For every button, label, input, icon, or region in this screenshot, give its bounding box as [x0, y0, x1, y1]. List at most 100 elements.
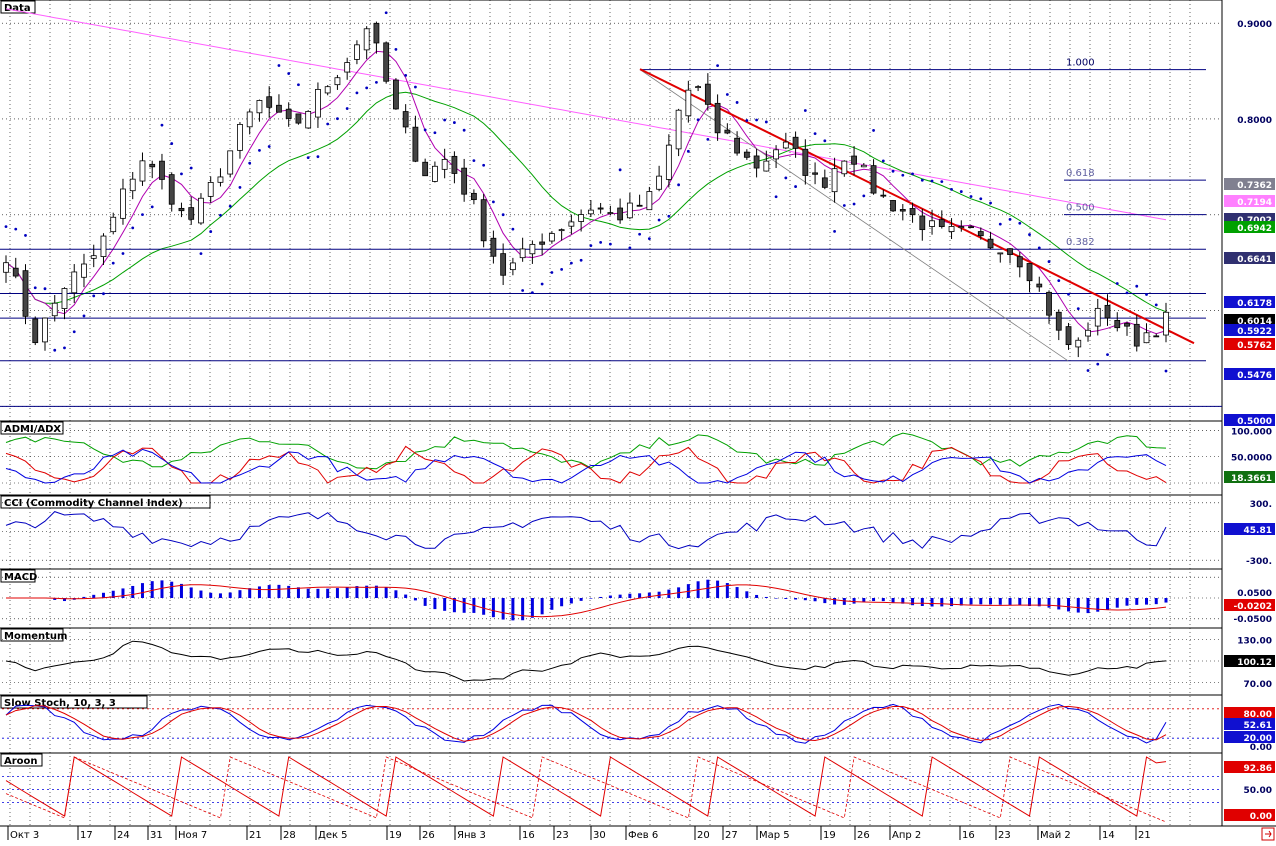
candle-body [393, 79, 399, 110]
sar-dot [423, 128, 427, 132]
candle-body [695, 86, 702, 89]
candle-body [256, 100, 263, 114]
candle-body [1055, 311, 1062, 331]
candle-body [470, 192, 477, 201]
sar-dot [384, 11, 388, 15]
sar-dot [394, 47, 398, 51]
candlesticks [3, 21, 1169, 358]
candle-body [1094, 307, 1101, 327]
sar-dot [881, 159, 885, 163]
macd-last-value-bg [1224, 599, 1275, 611]
candle-body [500, 253, 507, 276]
sar-dot [1047, 260, 1051, 263]
stoch-last-value: 52.61 [1244, 721, 1272, 731]
sar-dot [560, 267, 564, 271]
sar-dot [579, 258, 583, 262]
stoch-axis-tick: 0.00 [1250, 743, 1272, 753]
candle-body [812, 172, 818, 175]
sar-dot [4, 225, 8, 229]
sar-dot [569, 261, 573, 265]
price-last-value-bg [1224, 338, 1275, 350]
candle-body [870, 165, 877, 194]
sar-dot [462, 128, 466, 132]
candle-body [704, 83, 711, 105]
sar-dot [706, 137, 710, 141]
arrow-icon [1265, 830, 1272, 838]
macd-axis-tick: 0.0500 [1237, 589, 1272, 599]
candle-body [734, 137, 740, 154]
sar-dot [940, 180, 944, 184]
candle-body [354, 44, 360, 60]
price-last-value-bg [1224, 221, 1275, 233]
sar-dot [258, 149, 261, 152]
candle-body [432, 165, 438, 182]
candle-body [646, 191, 653, 211]
sar-dot [111, 261, 115, 265]
sar-dot [891, 169, 895, 173]
sar-dot [453, 121, 456, 124]
sar-dot [150, 205, 154, 209]
date-label: 16 [962, 830, 975, 841]
vertical-grid [9, 0, 1191, 826]
candle-body [792, 136, 799, 149]
adx-last-value: 18.3661 [1231, 474, 1272, 484]
date-label: 26 [857, 830, 870, 841]
sar-dot [43, 287, 47, 291]
sar-dot [677, 183, 681, 187]
candle-body [1114, 320, 1121, 329]
candle-body [597, 207, 604, 210]
adx-axis-tick: 100.000 [1231, 427, 1272, 437]
candle-body [285, 108, 292, 119]
sar-dot [170, 142, 174, 145]
date-label: 14 [1102, 830, 1115, 841]
sar-dot [248, 161, 252, 165]
sar-dot [784, 176, 788, 180]
date-axis: Окт 3 17 24 31 Ноя 7 21 28 Дек 5 19 26 Янв 3 16 23 30… [7, 826, 1151, 841]
price-axis-tick: 0.9000 [1237, 20, 1272, 30]
price-last-value: 0.7194 [1237, 198, 1272, 208]
sar-dot [501, 213, 505, 217]
panel-title-box [0, 753, 43, 767]
fib-label: 0.500 [1066, 203, 1095, 214]
sar-dot [345, 107, 349, 110]
candle-body [12, 267, 19, 277]
sar-dot [803, 109, 807, 112]
sar-dot [336, 117, 339, 121]
candle-body [714, 102, 721, 134]
date-label: 27 [725, 830, 738, 841]
candle-body [461, 167, 468, 195]
sar-dot [63, 346, 66, 350]
candle-body [1065, 326, 1072, 346]
panel-title-macd: MACD [4, 572, 37, 583]
sar-dot [716, 64, 719, 68]
sar-dot [482, 163, 486, 167]
candle-body [373, 22, 380, 44]
sar-dot [1164, 369, 1168, 373]
candle-body [217, 176, 224, 183]
panel-title-price: Data [4, 3, 31, 14]
cci-line [5, 511, 1167, 550]
panel-title-cci: CCI (Commodity Channel Index) [4, 498, 183, 509]
sar-dot [911, 172, 914, 176]
candle-body [32, 318, 39, 344]
candle-body [558, 229, 565, 232]
stoch-last-value-bg [1224, 707, 1275, 719]
candle-body [315, 89, 321, 118]
date-label: 30 [593, 830, 606, 841]
cci-last-value: 45.81 [1244, 526, 1272, 536]
price-last-value: 0.6178 [1237, 299, 1272, 309]
parabolic-sar [4, 11, 1168, 373]
stoch-d-line [5, 705, 1167, 742]
sar-dot [608, 242, 612, 246]
date-label: 31 [150, 830, 163, 841]
sar-dot [375, 80, 378, 84]
date-label: 20 [697, 830, 710, 841]
panel-title-mom: Momentum [4, 631, 67, 642]
sar-dot [1135, 284, 1139, 288]
sar-dot [872, 129, 875, 132]
candle-body [938, 219, 945, 227]
sar-dot [1096, 362, 1100, 366]
date-label: Ноя 7 [178, 830, 207, 841]
candle-body [139, 160, 146, 182]
candle-body [880, 194, 887, 197]
